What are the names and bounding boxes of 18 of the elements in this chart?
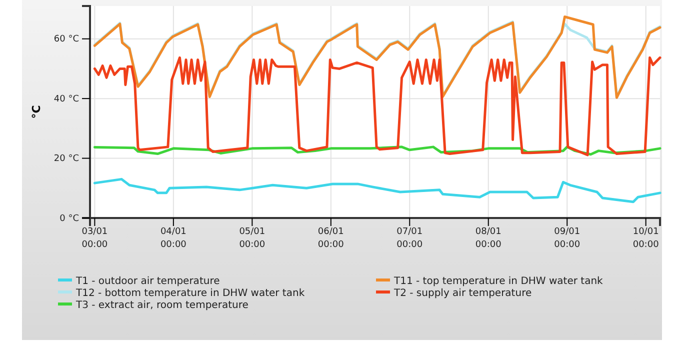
y-tick-label: 0 °C	[60, 214, 79, 224]
x-tick-label: 06/01 00:00	[318, 227, 344, 250]
y-tick-label: 40 °C	[54, 94, 79, 104]
x-tick-label: 09/01 00:00	[554, 227, 580, 250]
x-tick-label: 03/01 00:00	[82, 227, 108, 250]
x-tick-label: 08/01 00:00	[475, 227, 502, 250]
y-tick-label: 20 °C	[54, 154, 79, 164]
legend-label: T1 - outdoor air temperature	[75, 276, 220, 287]
y-axis-title: °C	[30, 105, 43, 119]
legend-label: T12 - bottom temperature in DHW water tank	[75, 288, 305, 299]
x-tick-label: 04/01 00:00	[160, 227, 187, 250]
legend-label: T11 - top temperature in DHW water tank	[393, 276, 604, 287]
x-tick-label: 05/01 00:00	[239, 227, 266, 250]
x-tick-label: 07/01 00:00	[396, 227, 423, 250]
legend-label: T2 - supply air temperature	[393, 288, 532, 299]
x-tick-label: 10/01 00:00	[632, 227, 660, 250]
legend-label: T3 - extract air, room temperature	[75, 300, 248, 311]
y-tick-label: 60 °C	[54, 34, 79, 45]
